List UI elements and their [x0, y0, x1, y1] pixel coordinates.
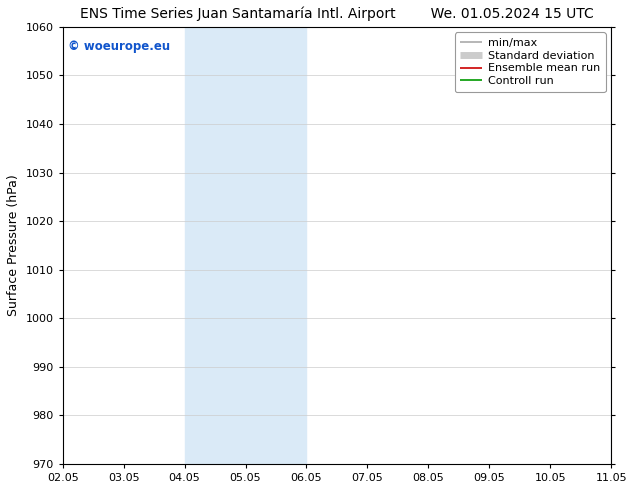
Bar: [611, 27, 634, 464]
Text: © woeurope.eu: © woeurope.eu: [68, 40, 171, 53]
Y-axis label: Surface Pressure (hPa): Surface Pressure (hPa): [7, 174, 20, 316]
Legend: min/max, Standard deviation, Ensemble mean run, Controll run: min/max, Standard deviation, Ensemble me…: [455, 32, 605, 92]
Title: ENS Time Series Juan Santamaría Intl. Airport        We. 01.05.2024 15 UTC: ENS Time Series Juan Santamaría Intl. Ai…: [80, 7, 594, 22]
Bar: [184, 27, 306, 464]
